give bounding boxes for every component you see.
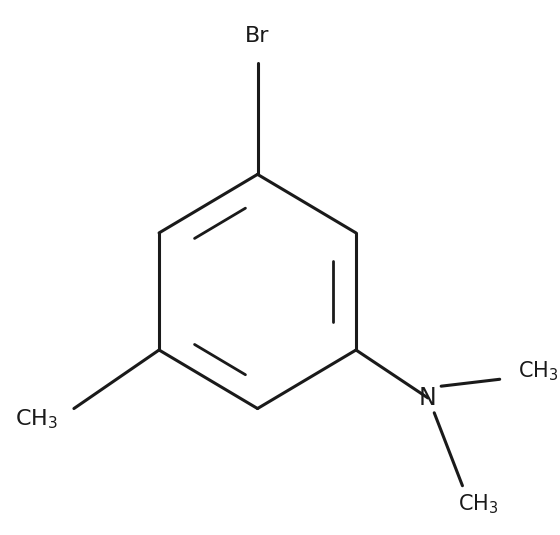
Text: CH$_3$: CH$_3$ [15,407,58,431]
Text: CH$_3$: CH$_3$ [519,360,559,383]
Text: CH$_3$: CH$_3$ [458,493,498,516]
Text: N: N [419,386,437,410]
Text: Br: Br [245,26,270,46]
